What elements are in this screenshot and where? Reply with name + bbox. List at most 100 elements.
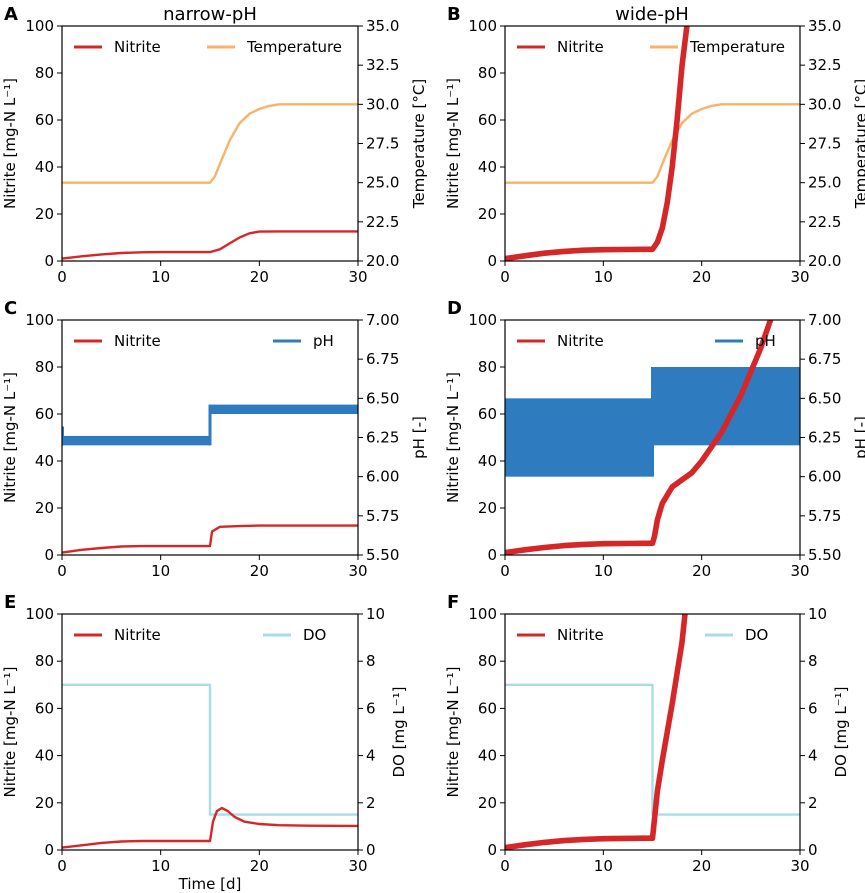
y-tick-label: 40 (478, 158, 497, 176)
legend-label-nitrite: Nitrite (557, 332, 604, 350)
y2-axis-label: Temperature [°C] (410, 79, 428, 209)
y-tick-label: 60 (478, 111, 497, 129)
y2-tick-label: 25.0 (808, 174, 841, 192)
y-tick-label: 60 (478, 699, 497, 717)
y2-tick-label: 4 (366, 747, 376, 765)
nitrite-series (62, 806, 358, 849)
nitrite-series (62, 230, 358, 260)
x-tick-label: 30 (790, 268, 809, 286)
legend-label-nitrite: Nitrite (557, 626, 604, 644)
y2-axis-label: Temperature [°C] (852, 79, 865, 209)
nitrite-series (62, 524, 358, 554)
x-tick-label: 30 (790, 857, 809, 875)
y2-tick-label: 7.00 (366, 311, 399, 329)
y-tick-label: 20 (35, 794, 54, 812)
y-tick-label: 0 (44, 841, 54, 859)
y2-tick-label: 5.75 (808, 507, 841, 525)
y2-tick-label: 6.50 (366, 389, 399, 407)
y2-tick-label: 30.0 (366, 95, 399, 113)
panel-letter: B (447, 4, 461, 25)
x-tick-label: 0 (500, 562, 510, 580)
y2-tick-label: 10 (366, 605, 385, 623)
y-tick-label: 0 (44, 546, 54, 564)
legend: Nitrite DO (74, 626, 326, 644)
y2-tick-label: 5.50 (366, 546, 399, 564)
y-axis-label: Nitrite [mg-N L⁻¹] (444, 666, 462, 797)
x-tick-label: 10 (151, 562, 170, 580)
y-tick-label: 40 (35, 747, 54, 765)
x-axis-label: Time [d] (178, 875, 242, 893)
legend: Nitrite Temperature (517, 38, 785, 56)
x-tick-label: 30 (348, 857, 367, 875)
panel-c: 0 10 20 30 0 20 40 60 80 100 5.50 5.75 6.00 6.25 6.50 6… (1, 298, 428, 580)
y-tick-label: 60 (478, 405, 497, 423)
y-tick-label: 40 (35, 158, 54, 176)
temperature-series (62, 103, 358, 184)
y2-tick-label: 32.5 (366, 56, 399, 74)
y2-axis-label: pH [-] (852, 416, 865, 459)
legend-label-nitrite: Nitrite (114, 332, 161, 350)
y2-tick-label: 8 (366, 652, 376, 670)
y-tick-label: 80 (35, 64, 54, 82)
y2-tick-label: 27.5 (366, 135, 399, 153)
y-tick-label: 0 (487, 252, 497, 270)
nitrite-series (505, 320, 774, 555)
ph-series-band (652, 367, 800, 446)
legend: Nitrite pH (74, 332, 334, 350)
y-tick-label: 100 (25, 17, 54, 35)
axes-frame (61, 613, 359, 851)
y-tick-label: 80 (478, 358, 497, 376)
y2-tick-label: 22.5 (808, 213, 841, 231)
x-tick-label: 20 (250, 562, 269, 580)
panel-b: 0 10 20 30 0 20 40 60 80 100 20.0 22.5 25.0 27.5 30.0 3… (444, 4, 865, 286)
y2-tick-label: 30.0 (808, 95, 841, 113)
y2-tick-label: 2 (366, 794, 376, 812)
temperature-series (505, 103, 800, 184)
y-tick-label: 100 (468, 17, 497, 35)
y2-tick-label: 0 (366, 841, 376, 859)
y2-tick-label: 6 (366, 699, 376, 717)
y-tick-label: 0 (44, 252, 54, 270)
y-tick-label: 60 (35, 111, 54, 129)
y2-tick-label: 5.50 (808, 546, 841, 564)
x-tick-label: 20 (692, 268, 711, 286)
axes-frame (61, 25, 359, 262)
panel-a: 0 10 20 30 0 20 40 60 80 100 20.0 22.5 25.0 27.5 30.0 3… (1, 4, 428, 286)
y2-axis-label: pH [-] (410, 416, 428, 459)
y-tick-label: 100 (468, 605, 497, 623)
axes-frame (504, 613, 801, 851)
x-tick-label: 10 (151, 857, 170, 875)
x-tick-label: 20 (692, 857, 711, 875)
x-tick-label: 0 (500, 857, 510, 875)
do-series (62, 683, 358, 816)
x-tick-label: 20 (250, 268, 269, 286)
y-tick-label: 20 (478, 499, 497, 517)
y-tick-label: 80 (35, 652, 54, 670)
y2-tick-label: 10 (808, 605, 827, 623)
y-tick-label: 100 (468, 311, 497, 329)
legend-label-nitrite: Nitrite (114, 38, 161, 56)
col-title-narrow: narrow-pH (163, 4, 257, 25)
x-tick-label: 10 (594, 562, 613, 580)
legend-label-nitrite: Nitrite (114, 626, 161, 644)
y-axis-label: Nitrite [mg-N L⁻¹] (1, 78, 19, 209)
y2-tick-label: 35.0 (808, 17, 841, 35)
y2-tick-label: 6.75 (366, 350, 399, 368)
y-tick-label: 20 (35, 205, 54, 223)
y2-tick-label: 6.75 (808, 350, 841, 368)
ph-series-band (210, 404, 358, 414)
legend-label-do: DO (745, 626, 768, 644)
x-tick-label: 10 (594, 268, 613, 286)
panel-letter: C (4, 298, 17, 319)
y-tick-label: 80 (478, 64, 497, 82)
y2-tick-label: 6.50 (808, 389, 841, 407)
col-title-wide: wide-pH (615, 4, 689, 25)
panel-letter: D (447, 298, 462, 319)
x-tick-label: 0 (57, 562, 67, 580)
y-axis-label: Nitrite [mg-N L⁻¹] (444, 78, 462, 209)
y2-tick-label: 7.00 (808, 311, 841, 329)
y2-tick-label: 8 (808, 652, 818, 670)
y2-tick-label: 6.00 (366, 468, 399, 486)
y-tick-label: 20 (478, 794, 497, 812)
legend: Nitrite pH (517, 332, 776, 350)
